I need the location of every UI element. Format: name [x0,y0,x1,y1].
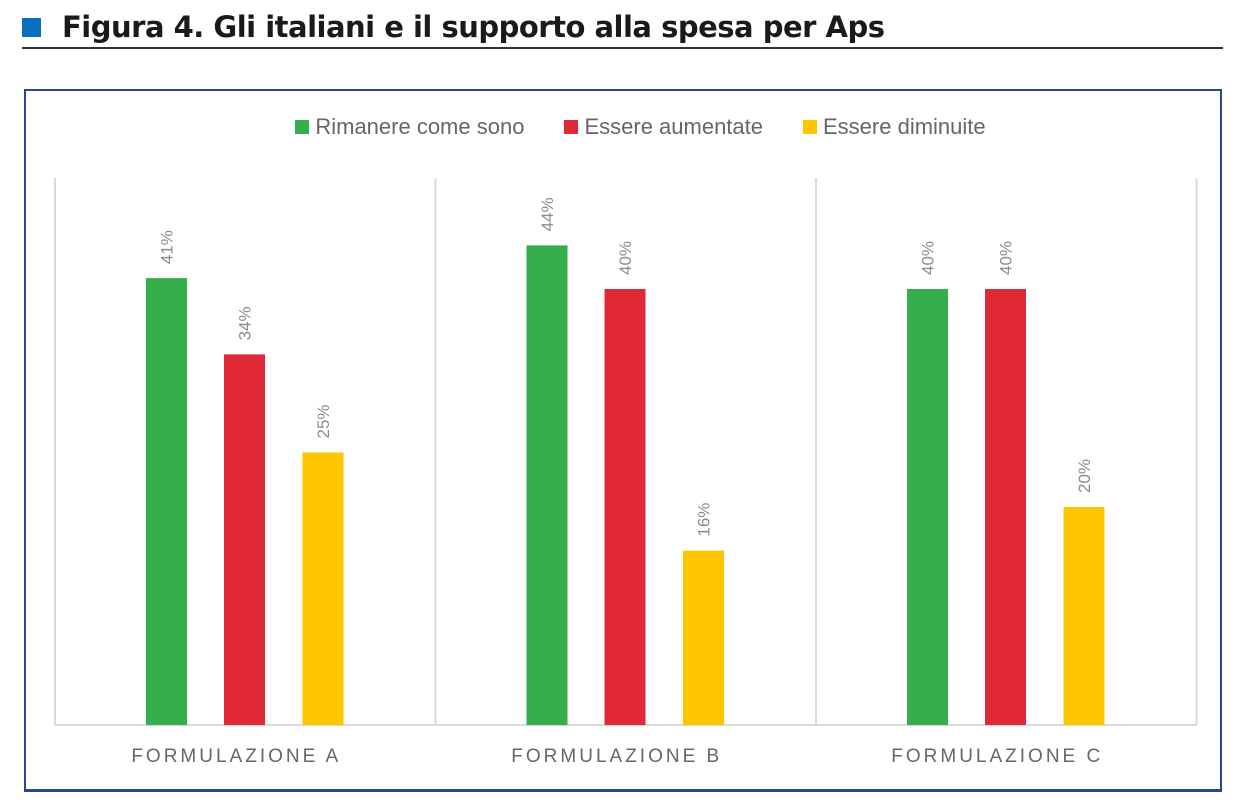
bar [302,452,344,725]
bar [526,245,568,725]
data-label: 16% [695,503,714,537]
data-label: 40% [616,241,635,275]
bar [1063,507,1105,725]
legend-label: Essere aumentate [584,114,763,139]
legend-label: Essere diminuite [823,114,986,139]
data-label: 40% [997,241,1016,275]
legend-item: Essere diminuite [803,114,986,140]
legend-item: Essere aumentate [564,114,763,140]
data-label: 34% [236,306,255,340]
bar [604,289,646,725]
title-divider [22,47,1223,49]
x-tick-label: FORMULAZIONE B [511,746,722,767]
chart-frame [24,89,1222,792]
legend-label: Rimanere come sono [315,114,525,139]
data-label: 44% [538,197,557,231]
data-label: 25% [314,404,333,438]
title-marker-icon [22,18,41,37]
data-label: 40% [919,241,938,275]
legend-swatch [295,120,310,134]
data-label: 20% [1075,459,1094,493]
legend-swatch [564,120,579,134]
chart-legend: Rimanere come sono Essere aumentate Esse… [0,114,1241,140]
bar [907,289,948,725]
bar [146,278,187,725]
data-label: 41% [158,230,177,264]
x-tick-label: FORMULAZIONE C [891,746,1103,767]
bar [683,550,724,725]
legend-item: Rimanere come sono [295,114,524,140]
page-title: Figura 4. Gli italiani e il supporto all… [62,10,885,44]
bar [224,354,265,725]
x-tick-label: FORMULAZIONE A [131,746,341,767]
legend-swatch [803,120,817,134]
bar [985,289,1026,725]
